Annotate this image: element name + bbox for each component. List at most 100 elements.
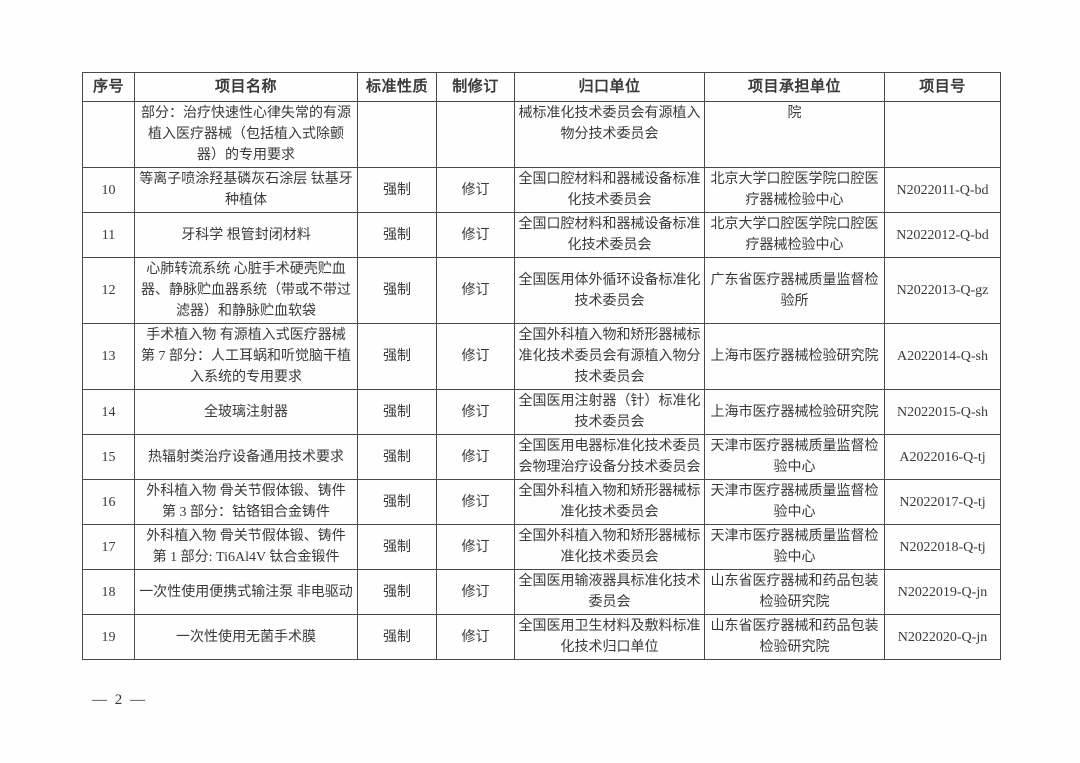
cell-revision-type: 修订 — [436, 323, 515, 390]
cell-authority: 全国医用卫生材料及敷料标准化技术归口单位 — [514, 614, 705, 660]
table-row: 11 牙科学 根管封闭材料 强制 修订 全国口腔材料和器械设备标准化技术委员会 北京大学口… — [82, 212, 1001, 258]
header-row: 序号 项目名称 标准性质 制修订 归口单位 项目承担单位 项目号 — [82, 72, 1001, 102]
cell-seq-no — [82, 101, 135, 168]
cell-undertaker: 山东省医疗器械和药品包装检验研究院 — [704, 569, 885, 615]
cell-project-name: 热辐射类治疗设备通用技术要求 — [134, 434, 358, 480]
cell-undertaker: 广东省医疗器械质量监督检验所 — [704, 257, 885, 324]
cell-seq-no: 18 — [82, 569, 135, 615]
table-row: 12 心肺转流系统 心脏手术硬壳贮血器、静脉贮血器系统（带或不带过滤器）和静脉贮血… — [82, 257, 1001, 324]
cell-authority: 全国口腔材料和器械设备标准化技术委员会 — [514, 212, 705, 258]
cell-undertaker: 北京大学口腔医学院口腔医疗器械检验中心 — [704, 212, 885, 258]
cell-revision-type: 修订 — [436, 257, 515, 324]
cell-undertaker: 天津市医疗器械质量监督检验中心 — [704, 479, 885, 525]
col-header-authority: 归口单位 — [514, 72, 705, 102]
cell-authority: 全国外科植入物和矫形器械标准化技术委员会有源植入物分技术委员会 — [514, 323, 705, 390]
cell-authority: 全国外科植入物和矫形器械标准化技术委员会 — [514, 524, 705, 570]
projects-table: 序号 项目名称 标准性质 制修订 归口单位 项目承担单位 项目号 部分：治疗快速… — [82, 72, 1001, 660]
cell-revision-type: 修订 — [436, 434, 515, 480]
cell-project-name: 一次性使用无菌手术膜 — [134, 614, 358, 660]
cell-authority: 全国口腔材料和器械设备标准化技术委员会 — [514, 167, 705, 213]
cell-undertaker: 天津市医疗器械质量监督检验中心 — [704, 524, 885, 570]
cell-project-name: 等离子喷涂羟基磷灰石涂层 钛基牙种植体 — [134, 167, 358, 213]
page-number: — 2 — — [92, 692, 147, 708]
cell-revision-type: 修订 — [436, 167, 515, 213]
cell-project-id — [884, 101, 1001, 168]
cell-project-id: N2022013-Q-gz — [884, 257, 1001, 324]
col-header-undertaker: 项目承担单位 — [704, 72, 885, 102]
cell-project-name: 一次性使用便携式输注泵 非电驱动 — [134, 569, 358, 615]
cell-project-name: 手术植入物 有源植入式医疗器械 第 7 部分：人工耳蜗和听觉脑干植入系统的专用要… — [134, 323, 358, 390]
cell-seq-no: 14 — [82, 389, 135, 435]
cell-standard-nature: 强制 — [357, 212, 437, 258]
cell-revision-type: 修订 — [436, 524, 515, 570]
cell-authority: 全国医用体外循环设备标准化技术委员会 — [514, 257, 705, 324]
table-row: 13 手术植入物 有源植入式医疗器械 第 7 部分：人工耳蜗和听觉脑干植入系统的专… — [82, 323, 1001, 390]
cell-standard-nature: 强制 — [357, 389, 437, 435]
cell-revision-type: 修订 — [436, 569, 515, 615]
cell-undertaker: 院 — [704, 101, 885, 168]
cell-revision-type: 修订 — [436, 212, 515, 258]
cell-authority: 械标准化技术委员会有源植入物分技术委员会 — [514, 101, 705, 168]
cell-authority: 全国医用电器标准化技术委员会物理治疗设备分技术委员会 — [514, 434, 705, 480]
cell-project-name: 外科植入物 骨关节假体锻、铸件 第 3 部分：钴铬钼合金铸件 — [134, 479, 358, 525]
cell-revision-type: 修订 — [436, 614, 515, 660]
table-row: 15 热辐射类治疗设备通用技术要求 强制 修订 全国医用电器标准化技术委员会物理治疗设备… — [82, 434, 1001, 480]
cell-project-name: 牙科学 根管封闭材料 — [134, 212, 358, 258]
table-row: 14 全玻璃注射器 强制 修订 全国医用注射器（针）标准化技术委员会 上海市医疗器械检验研… — [82, 389, 1001, 435]
cell-project-id: N2022011-Q-bd — [884, 167, 1001, 213]
cell-project-id: N2022018-Q-tj — [884, 524, 1001, 570]
cell-standard-nature: 强制 — [357, 434, 437, 480]
col-header-seq-no: 序号 — [82, 72, 135, 102]
cell-undertaker: 天津市医疗器械质量监督检验中心 — [704, 434, 885, 480]
cell-revision-type: 修订 — [436, 479, 515, 525]
cell-undertaker: 上海市医疗器械检验研究院 — [704, 323, 885, 390]
table-header: 序号 项目名称 标准性质 制修订 归口单位 项目承担单位 项目号 — [82, 72, 1001, 102]
cell-seq-no: 16 — [82, 479, 135, 525]
cell-standard-nature: 强制 — [357, 479, 437, 525]
cell-seq-no: 12 — [82, 257, 135, 324]
table-row: 10 等离子喷涂羟基磷灰石涂层 钛基牙种植体 强制 修订 全国口腔材料和器械设备标准化技… — [82, 167, 1001, 213]
cell-revision-type: 修订 — [436, 389, 515, 435]
cell-authority: 全国外科植入物和矫形器械标准化技术委员会 — [514, 479, 705, 525]
cell-standard-nature: 强制 — [357, 524, 437, 570]
cell-project-id: A2022014-Q-sh — [884, 323, 1001, 390]
cell-project-id: N2022020-Q-jn — [884, 614, 1001, 660]
cell-undertaker: 北京大学口腔医学院口腔医疗器械检验中心 — [704, 167, 885, 213]
cell-project-name: 心肺转流系统 心脏手术硬壳贮血器、静脉贮血器系统（带或不带过滤器）和静脉贮血软袋 — [134, 257, 358, 324]
cell-authority: 全国医用注射器（针）标准化技术委员会 — [514, 389, 705, 435]
cell-standard-nature: 强制 — [357, 257, 437, 324]
cell-standard-nature: 强制 — [357, 569, 437, 615]
table-body: 部分：治疗快速性心律失常的有源植入医疗器械（包括植入式除颤器）的专用要求 械标准化… — [82, 101, 1001, 660]
cell-seq-no: 17 — [82, 524, 135, 570]
cell-undertaker: 上海市医疗器械检验研究院 — [704, 389, 885, 435]
cell-standard-nature: 强制 — [357, 167, 437, 213]
cell-project-id: A2022016-Q-tj — [884, 434, 1001, 480]
table-row: 部分：治疗快速性心律失常的有源植入医疗器械（包括植入式除颤器）的专用要求 械标准化… — [82, 101, 1001, 168]
cell-project-id: N2022015-Q-sh — [884, 389, 1001, 435]
cell-project-id: N2022019-Q-jn — [884, 569, 1001, 615]
cell-seq-no: 15 — [82, 434, 135, 480]
cell-undertaker: 山东省医疗器械和药品包装检验研究院 — [704, 614, 885, 660]
table-row: 19 一次性使用无菌手术膜 强制 修订 全国医用卫生材料及敷料标准化技术归口单位 山东省医… — [82, 614, 1001, 660]
cell-revision-type — [436, 101, 515, 168]
cell-seq-no: 13 — [82, 323, 135, 390]
cell-project-name: 全玻璃注射器 — [134, 389, 358, 435]
table-row: 16 外科植入物 骨关节假体锻、铸件 第 3 部分：钴铬钼合金铸件 强制 修订 全国外科… — [82, 479, 1001, 525]
cell-authority: 全国医用输液器具标准化技术委员会 — [514, 569, 705, 615]
col-header-standard-nature: 标准性质 — [357, 72, 437, 102]
cell-seq-no: 11 — [82, 212, 135, 258]
table-row: 18 一次性使用便携式输注泵 非电驱动 强制 修订 全国医用输液器具标准化技术委员会 山东… — [82, 569, 1001, 615]
cell-project-id: N2022017-Q-tj — [884, 479, 1001, 525]
col-header-project-id: 项目号 — [884, 72, 1001, 102]
cell-seq-no: 10 — [82, 167, 135, 213]
cell-project-name: 外科植入物 骨关节假体锻、铸件 第 1 部分: Ti6Al4V 钛合金锻件 — [134, 524, 358, 570]
table-row: 17 外科植入物 骨关节假体锻、铸件 第 1 部分: Ti6Al4V 钛合金锻件强… — [82, 524, 1001, 570]
col-header-revision-type: 制修订 — [436, 72, 515, 102]
cell-project-id: N2022012-Q-bd — [884, 212, 1001, 258]
cell-standard-nature — [357, 101, 437, 168]
cell-standard-nature: 强制 — [357, 614, 437, 660]
col-header-project-name: 项目名称 — [134, 72, 358, 102]
cell-project-name: 部分：治疗快速性心律失常的有源植入医疗器械（包括植入式除颤器）的专用要求 — [134, 101, 358, 168]
cell-seq-no: 19 — [82, 614, 135, 660]
